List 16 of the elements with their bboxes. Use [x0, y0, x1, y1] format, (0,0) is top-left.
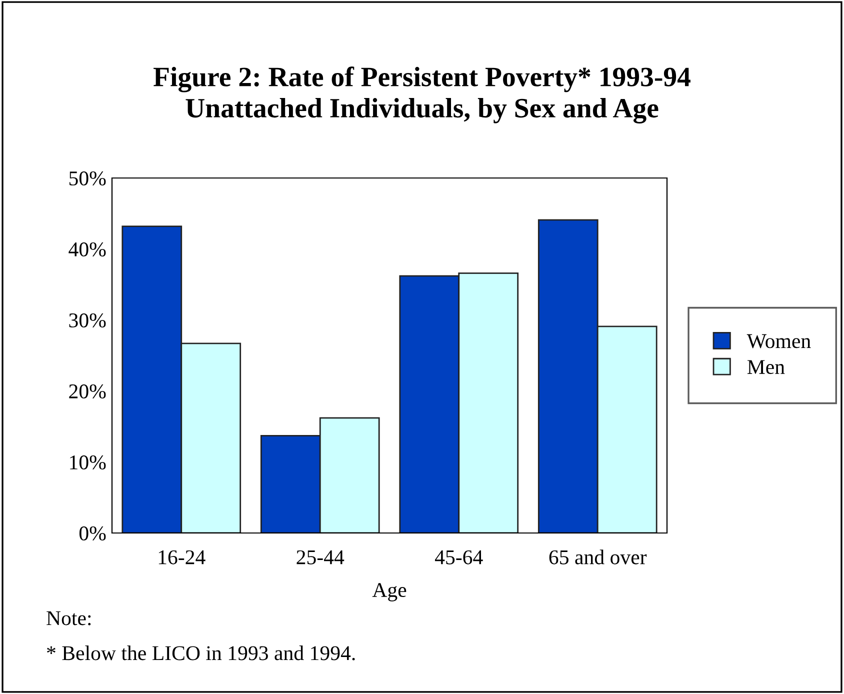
legend-label: Women: [746, 334, 811, 348]
legend-label: Men: [747, 360, 785, 374]
x-tick-label: 45-64: [434, 550, 483, 564]
y-tick-label: 30%: [69, 313, 106, 328]
x-tick-label: 65 and over: [549, 550, 647, 564]
text: * Below the LICO in 1993 and 1994.: [47, 646, 355, 660]
x-tick-label: 16-24: [158, 550, 206, 564]
y-tick-label: 0%: [79, 526, 106, 540]
x-tick-label: 25-44: [296, 550, 344, 564]
y-tick-label: 40%: [68, 242, 106, 256]
text: Note:: [46, 611, 91, 626]
chart-title: Figure 2: Rate of Persistent Poverty* 1993-94 Unattached Individuals, by Sex and Age: [154, 66, 690, 124]
y-tick-label: 20%: [69, 384, 106, 398]
y-tick-label: 50%: [69, 171, 106, 186]
x-axis-title: Age: [372, 583, 406, 602]
y-tick-label: 10%: [70, 455, 106, 470]
